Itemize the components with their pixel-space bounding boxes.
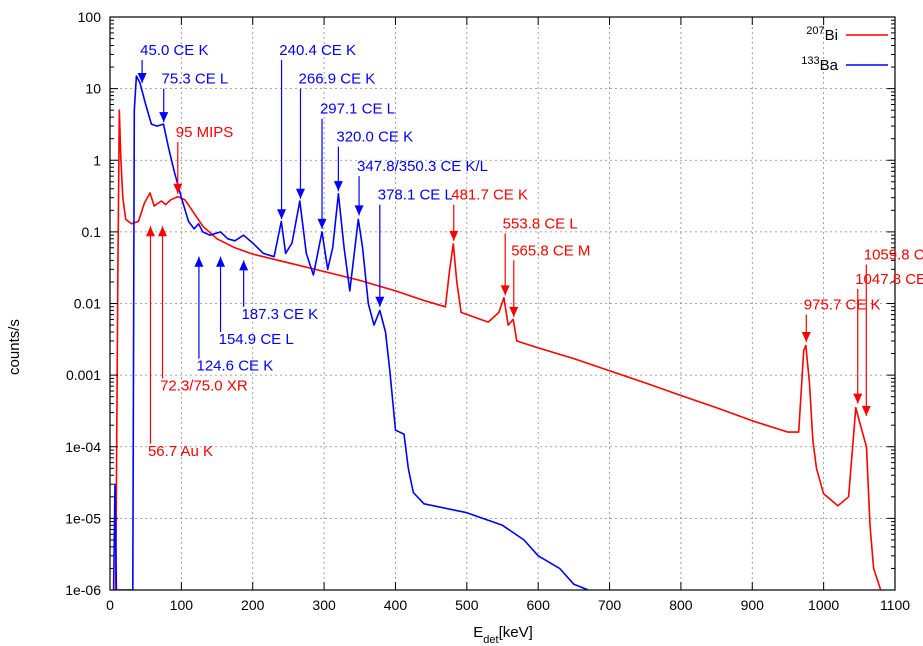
annotation-label: 266.9 CE K xyxy=(299,71,376,88)
y-tick-label: 1 xyxy=(93,152,101,168)
annotation: 378.1 CE L xyxy=(375,187,453,307)
annotation-label: 124.6 CE K xyxy=(196,358,273,375)
y-tick-label: 0.1 xyxy=(82,224,102,240)
legend-isotope-symbol: Bi xyxy=(825,27,838,44)
x-tick-label: 0 xyxy=(106,597,114,613)
legend-isotope-mass: 133 xyxy=(801,55,819,67)
x-tick-label: 500 xyxy=(455,597,479,613)
annotation-label: 154.9 CE L xyxy=(219,331,294,348)
annotation-arrowhead xyxy=(158,226,168,237)
legend: 207Bi 133Ba xyxy=(801,25,888,74)
x-axis-label: Edet[keV] xyxy=(473,624,533,646)
annotation-arrowhead xyxy=(861,405,871,416)
annotation: 45.0 CE K xyxy=(137,42,208,83)
annotation-label: 75.3 CE L xyxy=(162,71,229,88)
annotation-arrowhead xyxy=(145,226,155,237)
annotation-label: 320.0 CE K xyxy=(336,129,413,146)
axis-ticks: 0 100 200 300 400 500 600 700 800 900 1000 11001e-0… xyxy=(65,9,910,613)
y-tick-label: 1e-05 xyxy=(65,510,101,526)
annotation: 297.1 CE L xyxy=(317,101,395,229)
annotation: 72.3/75.0 XR xyxy=(158,226,248,394)
annotation-label: 187.3 CE K xyxy=(241,306,318,323)
y-tick-label: 1e-04 xyxy=(65,439,101,455)
legend-isotope-mass: 207 xyxy=(806,25,824,37)
annotation-arrowhead xyxy=(801,332,811,343)
annotation-label: 481.7 CE K xyxy=(451,187,528,204)
x-tick-label: 700 xyxy=(598,597,622,613)
annotation-arrowhead xyxy=(216,256,226,267)
annotation-arrowhead xyxy=(354,205,364,216)
annotation: 124.6 CE K xyxy=(194,256,273,375)
grid xyxy=(110,17,895,590)
annotation-arrowhead xyxy=(277,209,287,220)
annotation: 481.7 CE K xyxy=(449,187,528,241)
y-tick-label: 1e-06 xyxy=(65,582,101,598)
annotation-arrowhead xyxy=(333,181,343,192)
annotation-label: 240.4 CE K xyxy=(279,42,356,59)
annotation-arrowhead xyxy=(853,393,863,404)
annotation-label: 56.7 Au K xyxy=(148,443,213,460)
annotations: 45.0 CE K 75.3 CE L 95 MIPS 240.4 CE K 266.9… xyxy=(137,42,923,460)
x-tick-label: 100 xyxy=(170,597,194,613)
annotation: 266.9 CE K xyxy=(295,71,376,199)
annotation-label: 95 MIPS xyxy=(176,124,234,141)
annotation-arrowhead xyxy=(295,188,305,199)
annotation: 75.3 CE L xyxy=(159,71,228,123)
annotation-arrowhead xyxy=(173,183,183,194)
x-tick-label: 1000 xyxy=(808,597,839,613)
annotation: 975.7 CE K xyxy=(801,297,881,343)
annotation-label: 378.1 CE L xyxy=(378,187,453,204)
legend-label-ba: 133Ba xyxy=(801,55,838,74)
annotation: 154.9 CE L xyxy=(216,256,294,348)
annotation-label: 72.3/75.0 XR xyxy=(160,377,248,394)
annotation-label: 347.8/350.3 CE K/L xyxy=(357,158,488,175)
annotation: 1047.8 CE L xyxy=(853,271,923,404)
annotation-label: 1047.8 CE L xyxy=(855,271,923,288)
x-tick-label: 400 xyxy=(384,597,408,613)
series-line-bi xyxy=(114,109,882,590)
x-tick-label: 300 xyxy=(312,597,336,613)
annotation: 565.8 CE M xyxy=(509,242,590,317)
y-tick-label: 100 xyxy=(78,9,102,25)
y-axis-label: counts/s xyxy=(6,319,23,375)
x-tick-label: 200 xyxy=(241,597,265,613)
annotation: 95 MIPS xyxy=(173,124,233,194)
annotation: 320.0 CE K xyxy=(333,129,413,192)
annotation-label: 553.8 CE L xyxy=(503,215,578,232)
annotation-arrowhead xyxy=(159,112,169,123)
annotation-label: 565.8 CE M xyxy=(511,242,590,259)
annotation-arrowhead xyxy=(194,256,204,267)
annotation-arrowhead xyxy=(137,72,147,83)
annotation: 240.4 CE K xyxy=(277,42,356,220)
annotation: 347.8/350.3 CE K/L xyxy=(354,158,488,216)
annotation-arrowhead xyxy=(317,218,327,229)
annotation: 553.8 CE L xyxy=(500,215,578,296)
legend-label-bi: 207Bi xyxy=(806,25,838,44)
annotation: 1059.8 CE M xyxy=(861,247,923,416)
annotation: 56.7 Au K xyxy=(145,226,213,460)
annotation-label: 1059.8 CE M xyxy=(864,247,923,264)
x-tick-label: 1100 xyxy=(880,597,910,613)
y-tick-label: 0.001 xyxy=(66,367,101,383)
y-tick-label: 0.01 xyxy=(74,296,101,312)
annotation-arrowhead xyxy=(509,306,519,317)
x-tick-label: 800 xyxy=(669,597,693,613)
annotation-label: 45.0 CE K xyxy=(140,42,208,59)
legend-isotope-symbol: Ba xyxy=(820,57,839,74)
y-tick-label: 10 xyxy=(85,81,101,97)
annotation-arrowhead xyxy=(500,285,510,296)
annotation-arrowhead xyxy=(239,260,249,271)
data-series xyxy=(112,75,882,590)
series-line-ba xyxy=(112,75,589,590)
annotation-arrowhead xyxy=(449,230,459,241)
annotation-label: 297.1 CE L xyxy=(320,101,395,118)
annotation-label: 975.7 CE K xyxy=(804,297,881,314)
x-tick-label: 600 xyxy=(527,597,551,613)
annotation-arrowhead xyxy=(375,296,385,307)
annotation: 187.3 CE K xyxy=(239,260,318,323)
x-tick-label: 900 xyxy=(741,597,765,613)
